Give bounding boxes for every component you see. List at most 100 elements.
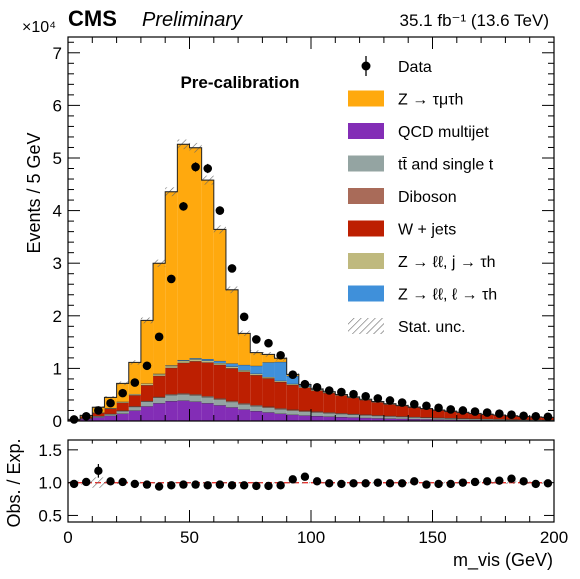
stack-bar: [408, 407, 421, 417]
stack-bar: [165, 394, 178, 402]
stack-bar: [371, 418, 384, 421]
stack-bar: [177, 359, 190, 361]
stack-bar: [286, 414, 299, 421]
stack-bar: [238, 404, 251, 410]
data-point: [106, 398, 115, 408]
stack-bar: [250, 411, 263, 421]
ratio-point: [130, 479, 140, 489]
stack-bar: [140, 320, 154, 384]
data-points: [69, 162, 553, 424]
legend-label: tt̄ and single t: [398, 157, 494, 174]
y-tick-label: 1: [53, 359, 62, 378]
data-point: [337, 387, 346, 397]
ratio-point: [300, 472, 310, 481]
data-point: [446, 405, 456, 414]
stack-bar: [286, 409, 299, 411]
data-point: [385, 396, 395, 405]
stack-bar: [420, 408, 433, 418]
stack-bar: [201, 360, 214, 363]
legend-entry: Z → ℓℓ, ℓ → τh: [348, 285, 497, 304]
ratio-point: [288, 475, 297, 484]
ratio-point: [495, 476, 504, 485]
data-point: [252, 335, 261, 344]
stack-bar: [444, 418, 457, 420]
stack-bar: [444, 411, 457, 419]
stack-bar: [286, 375, 299, 384]
stack-bar: [189, 401, 202, 421]
stack-bar: [359, 399, 372, 415]
stack-bar: [274, 413, 287, 421]
legend-entry: Stat. unc.: [348, 318, 466, 336]
legend-label: Z → ℓℓ, ℓ → τh: [398, 287, 497, 304]
stack-bar: [371, 415, 384, 419]
ratio-point: [349, 479, 358, 488]
stack-bar: [128, 393, 141, 396]
stack-bar: [153, 403, 166, 421]
y-tick-label: 0: [53, 412, 62, 431]
stack-bar: [201, 403, 214, 421]
stack-bar: [177, 144, 190, 360]
stack-bar: [274, 409, 287, 414]
stack-bar: [262, 407, 275, 413]
total-outline: [67, 143, 554, 421]
ratio-point: [325, 479, 334, 488]
ratio-point: [82, 477, 91, 487]
stack-bar: [238, 371, 251, 404]
stack-bar: [323, 416, 336, 421]
stack-bar: [468, 418, 482, 420]
stack-bar: [128, 406, 141, 411]
y-exponent-label: ×10⁴: [22, 19, 56, 36]
data-point: [470, 407, 480, 416]
data-point: [179, 202, 188, 211]
data-point: [154, 332, 164, 342]
stack-bar: [262, 362, 275, 377]
stack-bar: [335, 395, 348, 414]
legend-entry: Data: [361, 56, 432, 76]
stack-bar: [359, 415, 372, 418]
legend-swatch: [348, 123, 384, 139]
stack-bar: [456, 418, 469, 420]
stack-bar: [408, 419, 421, 421]
main-y-label: Events / 5 GeV: [24, 132, 44, 253]
stack-bar: [274, 361, 287, 381]
stack-layer: [68, 143, 554, 421]
stack-bar: [225, 366, 239, 369]
ratio-point: [252, 481, 261, 491]
data-point: [349, 389, 358, 399]
ratio-point: [482, 477, 492, 486]
stack-bar: [128, 395, 141, 407]
legend-entry: Z → ℓℓ, j → τh: [348, 253, 496, 271]
stack-bar: [189, 358, 202, 360]
stack-bar: [311, 411, 324, 413]
y-tick-label: 5: [53, 149, 62, 168]
data-point: [239, 312, 249, 322]
stack-bar: [286, 383, 299, 385]
stack-bar: [225, 400, 239, 402]
stack-bar: [165, 365, 178, 368]
stack-bar: [274, 408, 287, 410]
y-tick-label: 3: [53, 254, 62, 273]
stack-bar: [359, 417, 372, 421]
data-point: [69, 415, 79, 424]
stack-bar: [383, 418, 397, 421]
stack-bar: [165, 367, 178, 395]
x-tick-label: 0: [63, 528, 72, 547]
x-tick-label: 100: [297, 528, 325, 547]
stack-bar: [225, 401, 239, 408]
data-point: [507, 410, 516, 419]
ratio-x-ticks: 0 50 100 150 200: [63, 440, 568, 547]
stack-bar: [274, 381, 287, 409]
stack-bar: [383, 404, 397, 416]
stack-bar: [116, 411, 129, 414]
legend-swatch: [348, 253, 384, 269]
stack-bar: [250, 375, 263, 406]
ratio-point: [94, 466, 103, 476]
stack-series-0: [68, 400, 554, 421]
ratio-point: [239, 481, 249, 490]
ratio-point: [154, 482, 164, 491]
stack-bar: [298, 387, 311, 411]
stack-bar: [104, 415, 117, 421]
ratio-point: [458, 478, 468, 487]
data-point: [519, 411, 528, 421]
stack-bar: [432, 419, 445, 421]
